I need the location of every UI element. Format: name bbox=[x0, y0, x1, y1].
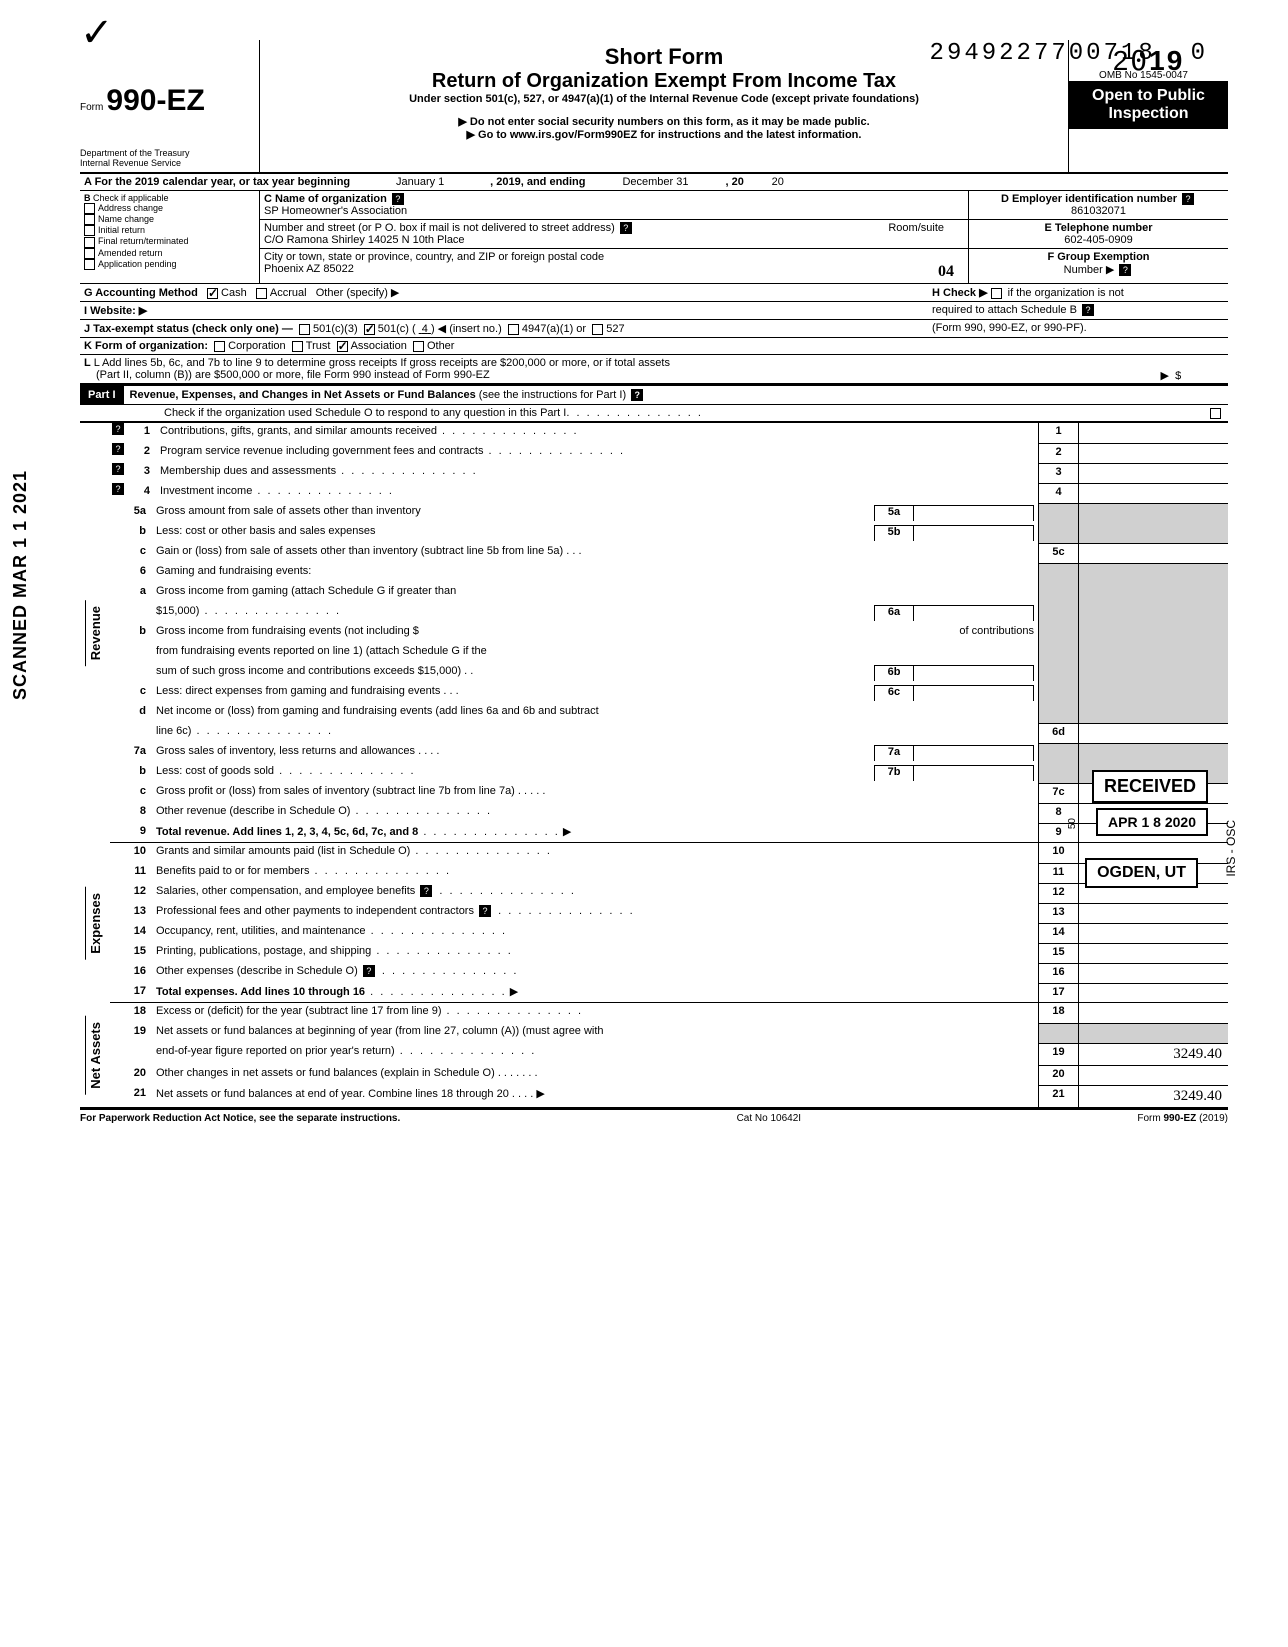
row-g-h: G Accounting Method Cash Accrual Other (… bbox=[80, 284, 1228, 302]
ogden-stamp: OGDEN, UT bbox=[1085, 858, 1198, 888]
help-icon[interactable]: ? bbox=[620, 222, 632, 234]
chk-pending[interactable] bbox=[84, 259, 95, 270]
entity-block: B Check if applicable Address change Nam… bbox=[80, 191, 1228, 284]
ein-row: D Employer identification number ? 86103… bbox=[969, 191, 1228, 220]
help-icon[interactable]: ? bbox=[631, 389, 643, 401]
omb-number: OMB No 1545-0047 bbox=[1099, 70, 1188, 81]
line19-value: 3249.40 bbox=[1078, 1043, 1228, 1065]
col-b-checkboxes: B Check if applicable Address change Nam… bbox=[80, 191, 260, 283]
irs-osc-label: IRS - OSC bbox=[1224, 820, 1238, 877]
help-icon[interactable]: ? bbox=[479, 905, 491, 917]
ep-50-label: 50 bbox=[1067, 818, 1078, 829]
row-i: I Website: ▶ required to attach Schedule… bbox=[80, 302, 1228, 320]
received-stamp: RECEIVED bbox=[1092, 770, 1208, 803]
chk-other-org[interactable] bbox=[413, 341, 424, 352]
help-icon[interactable]: ? bbox=[1119, 264, 1131, 276]
form-number: 990-EZ bbox=[106, 84, 204, 117]
org-name: SP Homeowner's Association bbox=[264, 205, 407, 217]
help-icon[interactable]: ? bbox=[1082, 304, 1094, 316]
phone-row: E Telephone number 602-405-0909 bbox=[969, 220, 1228, 249]
chk-amended[interactable] bbox=[84, 248, 95, 259]
row-l: L L Add lines 5b, 6c, and 7b to line 9 t… bbox=[80, 355, 1228, 384]
revenue-side-label: Revenue bbox=[85, 600, 105, 666]
chk-sched-o[interactable] bbox=[1210, 408, 1221, 419]
chk-assoc[interactable] bbox=[337, 341, 348, 352]
open-to-public: Open to PublicInspection bbox=[1069, 81, 1228, 129]
chk-initial-return[interactable] bbox=[84, 225, 95, 236]
help-icon[interactable]: ? bbox=[392, 193, 404, 205]
line21-value: 3249.40 bbox=[1078, 1085, 1228, 1107]
checkmark-annotation: ✓ bbox=[80, 10, 114, 56]
dln-number: 2949227700718 0 bbox=[930, 40, 1208, 67]
title-main: Return of Organization Exempt From Incom… bbox=[270, 70, 1058, 93]
part1-check-line: Check if the organization used Schedule … bbox=[80, 405, 1228, 422]
received-date-stamp: APR 1 8 2020 bbox=[1096, 808, 1208, 836]
row-k: K Form of organization: Corporation Trus… bbox=[80, 338, 1228, 355]
org-addr-row: Number and street (or P O. box if mail i… bbox=[260, 220, 968, 249]
net-assets-section: Net Assets 18Excess or (deficit) for the… bbox=[80, 1003, 1228, 1109]
chk-final-return[interactable] bbox=[84, 237, 95, 248]
org-address: C/O Ramona Shirley 14025 N 10th Place bbox=[264, 234, 465, 246]
help-icon[interactable]: ? bbox=[112, 483, 124, 495]
scanned-stamp: SCANNED MAR 1 1 2021 bbox=[10, 470, 31, 700]
chk-527[interactable] bbox=[592, 324, 603, 335]
line-a-period: A For the 2019 calendar year, or tax yea… bbox=[80, 174, 1228, 191]
org-city: Phoenix AZ 85022 bbox=[264, 263, 354, 275]
help-icon[interactable]: ? bbox=[420, 885, 432, 897]
org-name-row: C Name of organization ? SP Homeowner's … bbox=[260, 191, 968, 220]
ssn-warning: Do not enter social security numbers on … bbox=[270, 115, 1058, 128]
chk-name-change[interactable] bbox=[84, 214, 95, 225]
chk-501c3[interactable] bbox=[299, 324, 310, 335]
help-icon[interactable]: ? bbox=[1182, 193, 1194, 205]
chk-address-change[interactable] bbox=[84, 203, 95, 214]
chk-501c[interactable] bbox=[364, 324, 375, 335]
chk-cash[interactable] bbox=[207, 288, 218, 299]
handwritten-04: 04 bbox=[938, 263, 964, 281]
chk-corp[interactable] bbox=[214, 341, 225, 352]
netassets-side-label: Net Assets bbox=[85, 1016, 105, 1095]
ein-value: 861032071 bbox=[1071, 205, 1126, 217]
help-icon[interactable]: ? bbox=[112, 423, 124, 435]
chk-accrual[interactable] bbox=[256, 288, 267, 299]
chk-trust[interactable] bbox=[292, 341, 303, 352]
chk-sched-b[interactable] bbox=[991, 288, 1002, 299]
dept-treasury: Department of the Treasury bbox=[80, 148, 251, 158]
row-j: J Tax-exempt status (check only one) — 5… bbox=[80, 320, 1228, 338]
part1-header: Part I Revenue, Expenses, and Changes in… bbox=[80, 384, 1228, 405]
chk-4947[interactable] bbox=[508, 324, 519, 335]
revenue-section: Revenue ?1Contributions, gifts, grants, … bbox=[80, 422, 1228, 843]
org-city-row: City or town, state or province, country… bbox=[260, 249, 968, 283]
dept-irs: Internal Revenue Service bbox=[80, 158, 251, 168]
help-icon[interactable]: ? bbox=[363, 965, 375, 977]
help-icon[interactable]: ? bbox=[112, 463, 124, 475]
goto-link: Go to www.irs.gov/Form990EZ for instruct… bbox=[270, 128, 1058, 141]
help-icon[interactable]: ? bbox=[112, 443, 124, 455]
phone-value: 602-405-0909 bbox=[1064, 234, 1133, 246]
title-sub: Under section 501(c), 527, or 4947(a)(1)… bbox=[270, 93, 1058, 105]
form-prefix: Form bbox=[80, 102, 103, 113]
expenses-section: Expenses 10Grants and similar amounts pa… bbox=[80, 843, 1228, 1003]
page-footer: For Paperwork Reduction Act Notice, see … bbox=[80, 1109, 1228, 1124]
group-exemption-row: F Group Exemption Number ▶ ? bbox=[969, 249, 1228, 278]
expenses-side-label: Expenses bbox=[85, 887, 105, 960]
